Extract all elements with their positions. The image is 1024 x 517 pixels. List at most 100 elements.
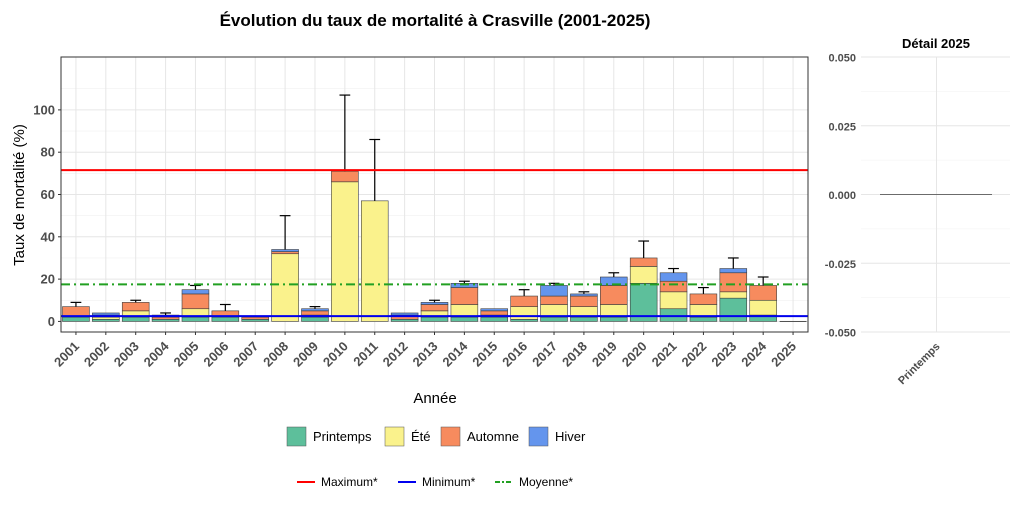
y-tick-label: 40 bbox=[41, 229, 55, 244]
bar-segment bbox=[480, 310, 509, 316]
x-tick-label: 2022 bbox=[678, 339, 709, 370]
bar-segment bbox=[390, 312, 419, 316]
detail-chart-title: Détail 2025 bbox=[902, 36, 970, 51]
bar-segment bbox=[719, 268, 748, 274]
detail-y-tick-label: -0.025 bbox=[825, 259, 856, 271]
bar-segment bbox=[540, 285, 568, 297]
bar-segment bbox=[301, 316, 329, 322]
bar-segment bbox=[331, 181, 359, 322]
x-tick-label: 2010 bbox=[320, 339, 351, 370]
bar-segment bbox=[450, 287, 479, 305]
bar-segment bbox=[629, 257, 658, 267]
detail-y-tick-label: 0.025 bbox=[828, 121, 856, 133]
bar-segment bbox=[540, 295, 568, 305]
detail-y-tick-label: -0.050 bbox=[825, 328, 856, 340]
season-legend: Printemps Été Automne Hiver bbox=[286, 426, 586, 447]
bar-segment bbox=[749, 285, 777, 301]
x-tick-label: 2012 bbox=[380, 339, 411, 370]
legend-label: Hiver bbox=[555, 429, 586, 444]
bar-segment bbox=[151, 316, 180, 320]
x-tick-label: 2004 bbox=[141, 338, 173, 370]
x-axis-title: Année bbox=[413, 390, 456, 407]
bar-segment bbox=[719, 272, 748, 293]
bar-segment bbox=[390, 319, 419, 322]
bar-segment bbox=[92, 312, 120, 316]
bar-segment bbox=[181, 316, 210, 322]
x-tick-label: 2014 bbox=[439, 338, 471, 370]
bar-segment bbox=[241, 319, 269, 322]
bar-segment bbox=[600, 285, 628, 305]
bar-segment bbox=[271, 249, 299, 252]
x-tick-label: 2019 bbox=[589, 339, 620, 370]
y-tick-label: 60 bbox=[41, 187, 55, 202]
bar-segment bbox=[211, 316, 240, 322]
bar-segment bbox=[331, 170, 359, 183]
bar-segment bbox=[301, 310, 329, 316]
x-tick-label: 2005 bbox=[171, 339, 202, 370]
bar-segment bbox=[420, 302, 449, 305]
bar-segment bbox=[659, 272, 688, 282]
x-tick-label: 2017 bbox=[529, 339, 560, 370]
bar-segment bbox=[600, 316, 628, 322]
y-axis-title: Taux de mortalité (%) bbox=[11, 124, 28, 266]
bar-segment bbox=[271, 253, 299, 322]
detail-y-tick-label: 0.050 bbox=[828, 53, 856, 65]
bar-segment bbox=[749, 299, 777, 316]
x-tick-label: 2006 bbox=[200, 339, 231, 370]
main-chart-title: Évolution du taux de mortalité à Crasvil… bbox=[220, 11, 651, 30]
bar-segment bbox=[271, 251, 299, 255]
x-tick-label: 2003 bbox=[111, 339, 142, 370]
legend-label: Maximum* bbox=[321, 475, 378, 489]
legend-swatch bbox=[528, 426, 549, 447]
bar-segment bbox=[121, 316, 150, 322]
legend-label: Minimum* bbox=[422, 475, 476, 489]
bar-segment bbox=[92, 319, 120, 322]
legend-label: Moyenne* bbox=[519, 475, 573, 489]
y-tick-label: 80 bbox=[41, 145, 55, 160]
bar-segment bbox=[181, 289, 210, 295]
bar-segment bbox=[540, 316, 568, 322]
y-tick-label: 20 bbox=[41, 272, 55, 287]
bar-segment bbox=[719, 297, 748, 322]
bar-segment bbox=[629, 266, 658, 284]
x-tick-label: 2021 bbox=[649, 339, 680, 370]
x-tick-label: 2024 bbox=[738, 338, 770, 370]
bar-segment bbox=[450, 316, 479, 322]
x-tick-label: 2025 bbox=[768, 339, 799, 370]
detail-y-tick-label: 0.000 bbox=[828, 190, 856, 202]
y-tick-label: 100 bbox=[33, 102, 55, 117]
bar-segment bbox=[510, 319, 538, 322]
bar-segment bbox=[659, 308, 688, 322]
legend-swatch bbox=[384, 426, 405, 447]
bar-segment bbox=[92, 316, 120, 320]
bar-segment bbox=[420, 304, 449, 312]
bar-segment bbox=[121, 302, 150, 312]
legend-label: Printemps bbox=[313, 429, 372, 444]
bar-segment bbox=[420, 316, 449, 322]
bar-segment bbox=[719, 291, 748, 299]
x-tick-label: 2016 bbox=[499, 339, 530, 370]
x-tick-label: 2011 bbox=[350, 339, 381, 370]
x-tick-label: 2018 bbox=[559, 339, 590, 370]
x-tick-label: 2008 bbox=[260, 339, 291, 370]
bar-segment bbox=[510, 295, 538, 307]
bar-segment bbox=[570, 295, 598, 307]
bar-segment bbox=[480, 316, 509, 322]
bar-segment bbox=[689, 316, 718, 322]
bar-segment bbox=[480, 308, 509, 312]
detail-plot-panel: -0.050 -0.025 0.000 0.025 0.050 Printemps bbox=[825, 53, 1010, 388]
detail-x-tick-label: Printemps bbox=[896, 341, 943, 388]
x-tick-label: 2001 bbox=[51, 339, 82, 370]
bar-segment bbox=[659, 280, 688, 293]
bar-segment bbox=[510, 306, 538, 320]
bar-segment bbox=[62, 316, 90, 322]
x-tick-label: 2013 bbox=[410, 339, 441, 370]
bar-segment bbox=[301, 308, 329, 312]
x-tick-label: 2007 bbox=[230, 339, 261, 370]
x-tick-label: 2002 bbox=[81, 339, 112, 370]
bar-segment bbox=[689, 293, 718, 305]
bar-segment bbox=[629, 283, 658, 322]
legend-label: Été bbox=[411, 429, 431, 444]
